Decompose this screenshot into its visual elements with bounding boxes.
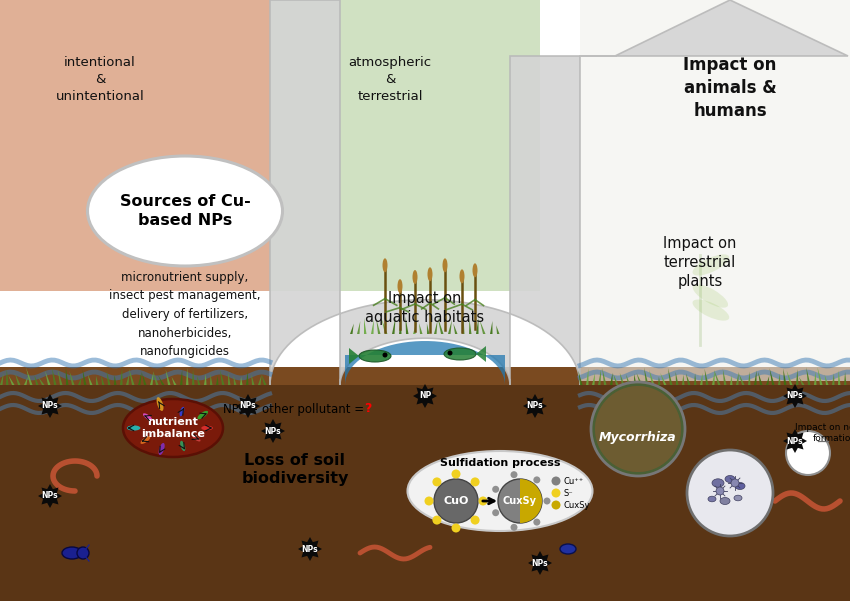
Polygon shape [106, 370, 110, 385]
Text: Sources of Cu-
based NPs: Sources of Cu- based NPs [120, 194, 251, 228]
Polygon shape [796, 369, 798, 385]
Polygon shape [626, 374, 631, 385]
Polygon shape [120, 367, 122, 385]
Polygon shape [228, 372, 230, 385]
Polygon shape [270, 0, 540, 291]
Polygon shape [261, 419, 285, 443]
Polygon shape [45, 371, 50, 385]
Text: Loss of soil
biodiversity: Loss of soil biodiversity [241, 453, 348, 486]
Circle shape [434, 479, 478, 523]
Polygon shape [128, 368, 134, 385]
Polygon shape [602, 368, 607, 385]
Ellipse shape [398, 279, 403, 293]
Circle shape [433, 516, 441, 525]
Polygon shape [634, 374, 637, 385]
Polygon shape [438, 317, 444, 334]
Circle shape [451, 523, 461, 532]
Circle shape [492, 509, 499, 516]
Text: Mycorrhiza: Mycorrhiza [599, 430, 677, 444]
Text: NPs: NPs [42, 492, 59, 501]
Circle shape [716, 487, 724, 495]
Polygon shape [138, 372, 142, 385]
Text: Impact on
animals &
humans: Impact on animals & humans [683, 56, 777, 120]
Ellipse shape [708, 496, 716, 502]
Circle shape [471, 477, 479, 486]
Ellipse shape [156, 397, 163, 411]
Polygon shape [838, 370, 841, 385]
Polygon shape [824, 374, 829, 385]
Text: nutrient
imbalance: nutrient imbalance [141, 417, 205, 439]
Polygon shape [614, 374, 619, 385]
Polygon shape [592, 373, 595, 385]
Polygon shape [38, 377, 44, 385]
Ellipse shape [88, 156, 282, 266]
Polygon shape [96, 376, 99, 385]
Polygon shape [586, 368, 588, 385]
Polygon shape [427, 323, 429, 334]
Circle shape [786, 431, 830, 475]
Polygon shape [469, 319, 472, 334]
Polygon shape [448, 320, 452, 334]
Circle shape [595, 386, 681, 472]
Ellipse shape [725, 475, 735, 483]
Ellipse shape [428, 267, 433, 281]
Text: Impact on nodule
formation: Impact on nodule formation [796, 423, 850, 443]
Polygon shape [766, 376, 769, 385]
Text: CuxSy: CuxSy [564, 501, 591, 510]
Text: Impact on
aquatic habitats: Impact on aquatic habitats [366, 291, 484, 325]
Text: NPs: NPs [42, 401, 59, 410]
Text: NPs: NPs [532, 558, 548, 567]
Polygon shape [392, 317, 395, 334]
Polygon shape [769, 368, 774, 385]
Polygon shape [0, 0, 270, 291]
Ellipse shape [443, 258, 447, 272]
Polygon shape [298, 537, 322, 561]
Ellipse shape [140, 436, 150, 444]
Polygon shape [52, 367, 56, 385]
Polygon shape [714, 370, 721, 385]
Ellipse shape [382, 258, 388, 272]
Polygon shape [722, 369, 727, 385]
Ellipse shape [560, 544, 576, 554]
Polygon shape [252, 374, 254, 385]
Polygon shape [413, 320, 416, 334]
Circle shape [498, 479, 542, 523]
Ellipse shape [693, 254, 729, 275]
Circle shape [731, 479, 739, 487]
Polygon shape [58, 369, 63, 385]
Polygon shape [78, 377, 82, 385]
Ellipse shape [734, 495, 742, 501]
Text: NPs: NPs [264, 427, 281, 436]
Polygon shape [476, 318, 479, 334]
Polygon shape [216, 376, 218, 385]
Polygon shape [479, 320, 485, 334]
Polygon shape [142, 373, 146, 385]
Text: NPs: NPs [787, 391, 803, 400]
Polygon shape [758, 372, 762, 385]
Text: NPs: NPs [787, 436, 803, 445]
Polygon shape [220, 370, 224, 385]
Polygon shape [234, 376, 236, 385]
Ellipse shape [197, 411, 208, 419]
Ellipse shape [201, 426, 213, 430]
Circle shape [687, 450, 773, 536]
Polygon shape [578, 371, 582, 385]
Polygon shape [240, 377, 242, 385]
Circle shape [552, 501, 560, 510]
Ellipse shape [123, 399, 223, 457]
Polygon shape [832, 373, 835, 385]
Polygon shape [364, 318, 366, 334]
Polygon shape [24, 377, 28, 385]
Polygon shape [814, 371, 817, 385]
Wedge shape [520, 479, 542, 523]
Polygon shape [38, 484, 62, 508]
Polygon shape [0, 367, 850, 385]
Polygon shape [186, 368, 189, 385]
Polygon shape [101, 375, 105, 385]
Text: NP: NP [419, 391, 431, 400]
Circle shape [533, 519, 541, 526]
Ellipse shape [693, 299, 729, 321]
Circle shape [77, 547, 89, 559]
Text: S⁻: S⁻ [564, 489, 574, 498]
